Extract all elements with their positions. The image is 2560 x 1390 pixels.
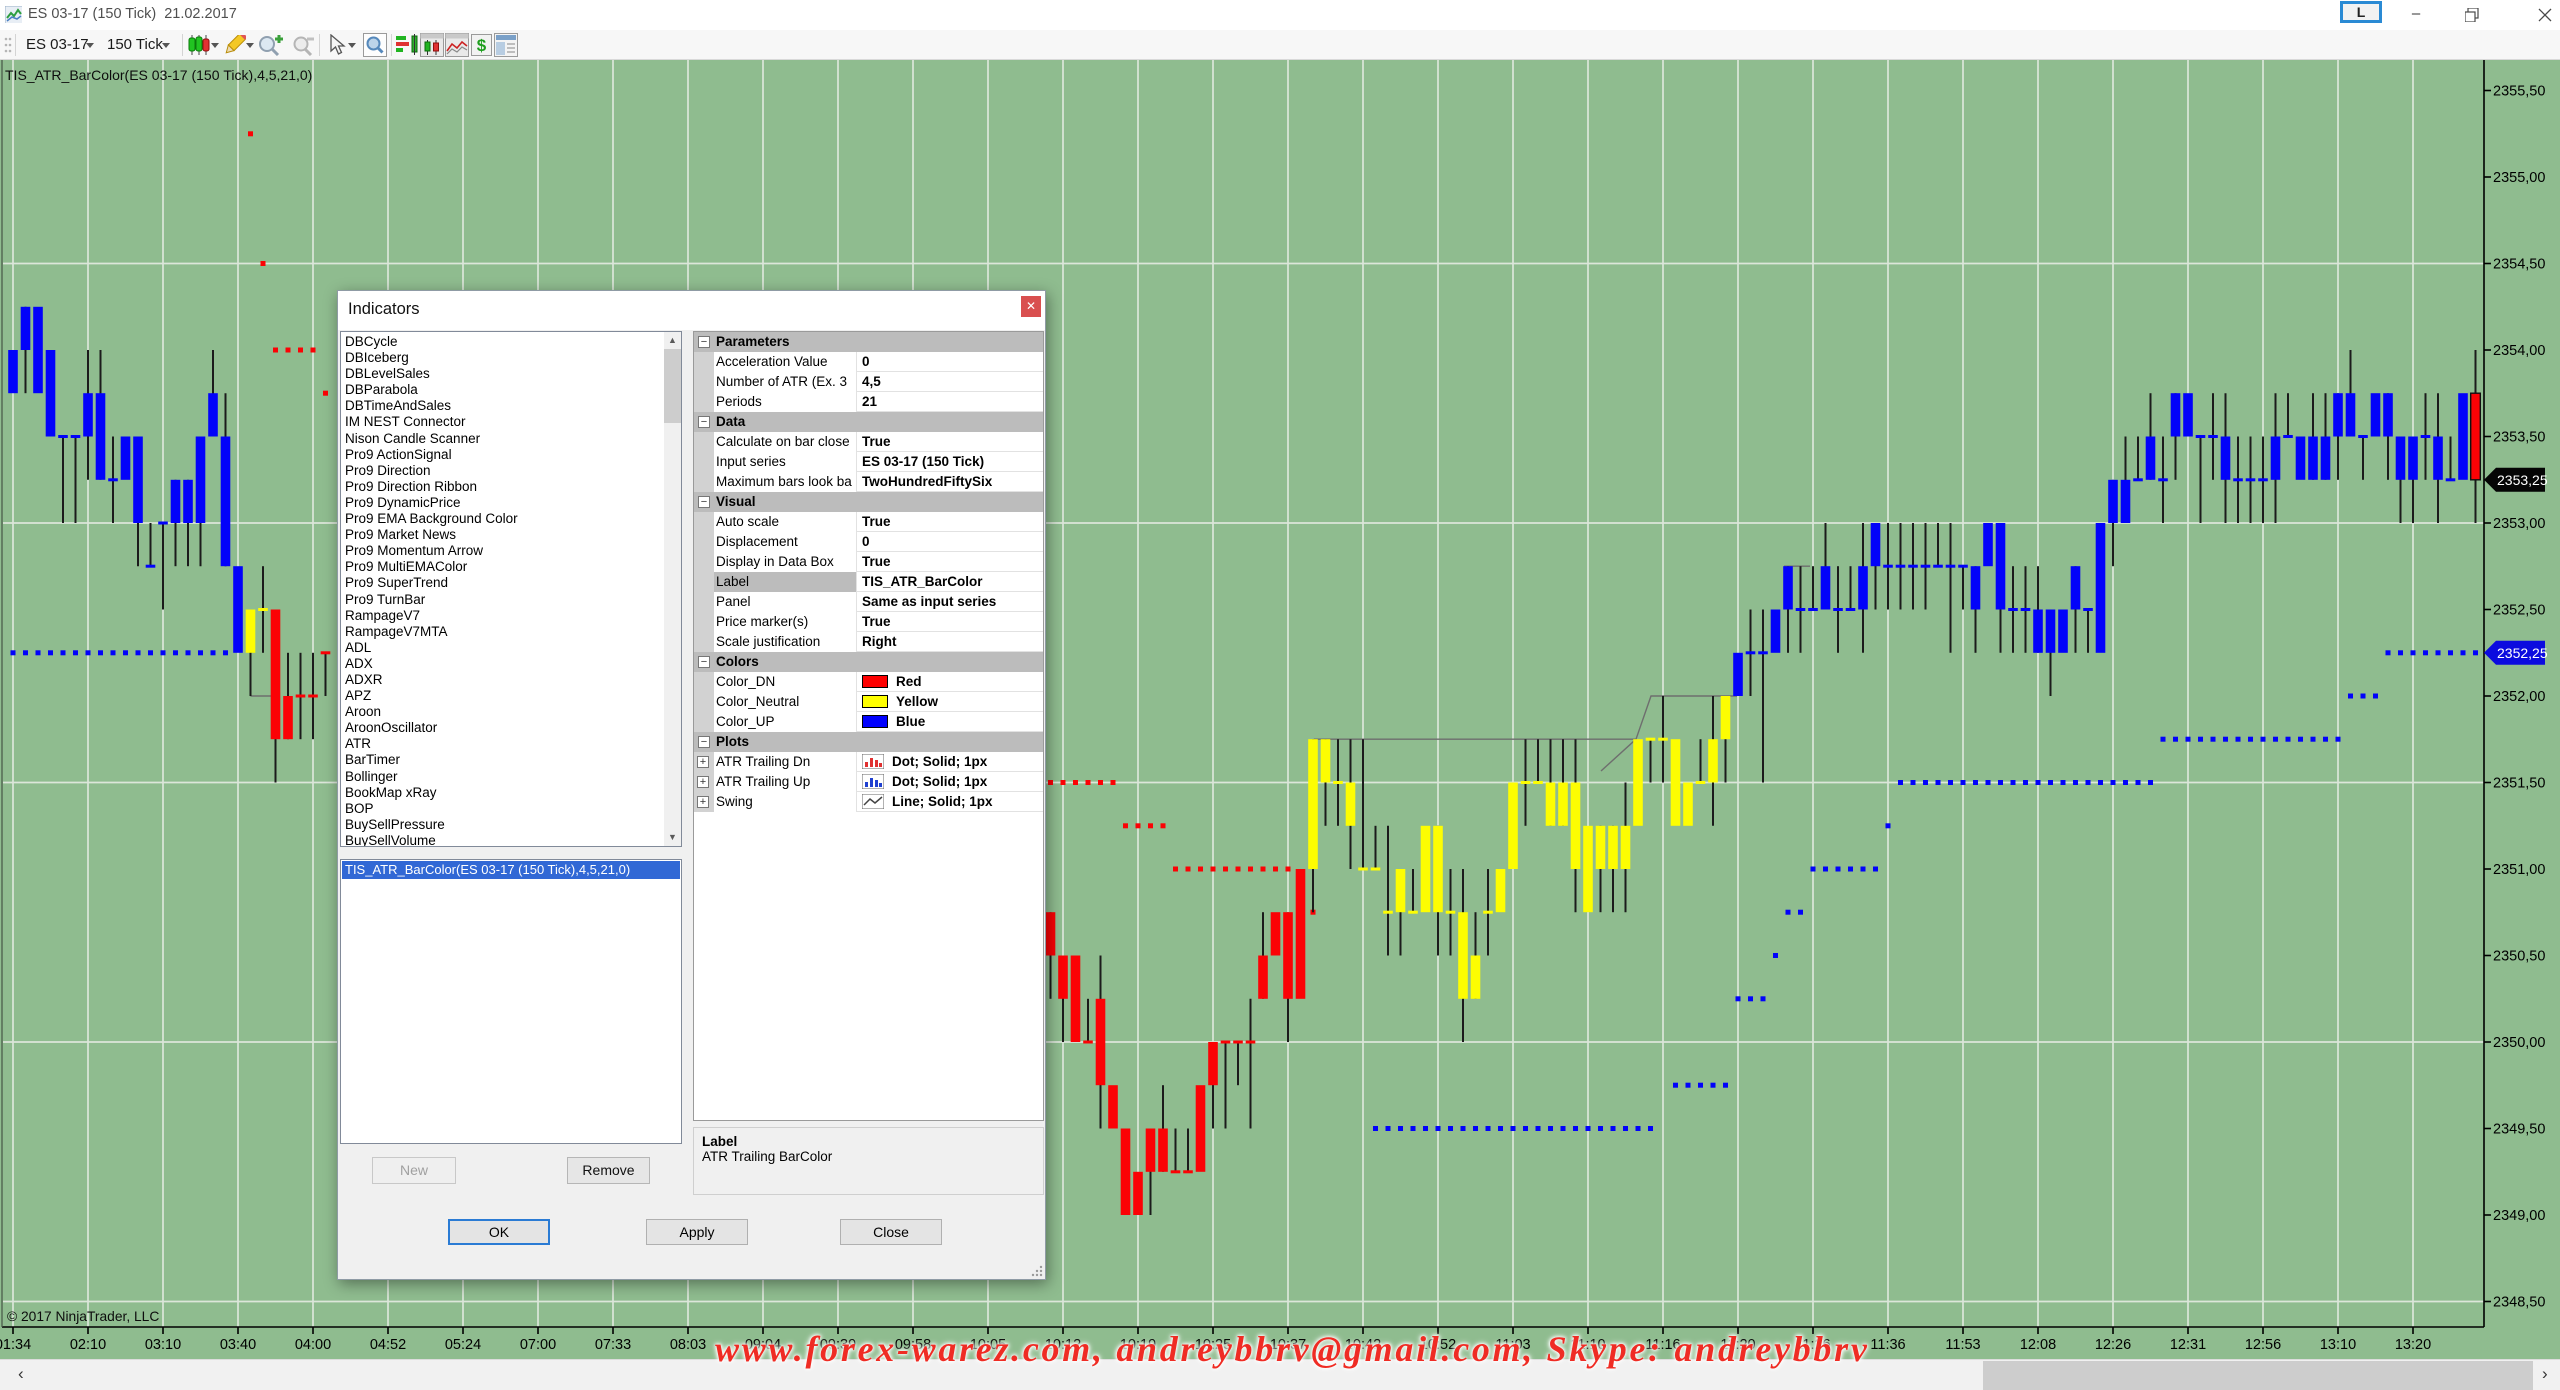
svg-text:02:10: 02:10	[70, 1337, 106, 1353]
svg-text:05:24: 05:24	[445, 1337, 481, 1353]
svg-text:10:12: 10:12	[1045, 1337, 1081, 1353]
svg-text:10:52: 10:52	[1420, 1337, 1456, 1353]
svg-text:2353,50: 2353,50	[2493, 430, 2545, 446]
svg-text:© 2017 NinjaTrader, LLC: © 2017 NinjaTrader, LLC	[7, 1309, 159, 1324]
svg-text:03:10: 03:10	[145, 1337, 181, 1353]
svg-text:2349,50: 2349,50	[2493, 1122, 2545, 1138]
svg-text:2352,50: 2352,50	[2493, 603, 2545, 619]
svg-text:2352,00: 2352,00	[2493, 689, 2545, 705]
svg-text:TIS_ATR_BarColor(ES 03-17 (150: TIS_ATR_BarColor(ES 03-17 (150 Tick),4,5…	[5, 67, 312, 83]
svg-text:10:19: 10:19	[1120, 1337, 1156, 1353]
svg-text:07:33: 07:33	[595, 1337, 631, 1353]
svg-text:11:53: 11:53	[1945, 1337, 1980, 1353]
svg-text:2355,50: 2355,50	[2493, 84, 2545, 100]
svg-text:01:34: 01:34	[0, 1337, 31, 1353]
svg-text:11:10: 11:10	[1570, 1337, 1605, 1353]
svg-text:2349,00: 2349,00	[2493, 1208, 2545, 1224]
svg-text:2355,00: 2355,00	[2493, 170, 2545, 186]
svg-text:10:37: 10:37	[1270, 1337, 1306, 1353]
svg-text:10:25: 10:25	[1195, 1337, 1231, 1353]
svg-text:12:31: 12:31	[2170, 1337, 2206, 1353]
svg-text:10:42: 10:42	[1345, 1337, 1381, 1353]
svg-text:12:56: 12:56	[2245, 1337, 2281, 1353]
svg-text:11:36: 11:36	[1870, 1337, 1905, 1353]
svg-text:$: $	[477, 36, 487, 55]
svg-text:2348,50: 2348,50	[2493, 1295, 2545, 1311]
svg-text:04:52: 04:52	[370, 1337, 406, 1353]
svg-text:09:58: 09:58	[895, 1337, 931, 1353]
svg-text:03:40: 03:40	[220, 1337, 256, 1353]
svg-text:2354,50: 2354,50	[2493, 257, 2545, 273]
svg-text:11:20: 11:20	[1720, 1337, 1755, 1353]
svg-text:10:05: 10:05	[970, 1337, 1006, 1353]
svg-text:04:00: 04:00	[295, 1337, 331, 1353]
svg-text:07:00: 07:00	[520, 1337, 556, 1353]
svg-text:11:03: 11:03	[1495, 1337, 1530, 1353]
svg-text:09:04: 09:04	[745, 1337, 781, 1353]
svg-text:2352,25: 2352,25	[2497, 645, 2548, 661]
svg-text:2354,00: 2354,00	[2493, 343, 2545, 359]
svg-text:2353,00: 2353,00	[2493, 516, 2545, 532]
svg-text:11:26: 11:26	[1795, 1337, 1830, 1353]
svg-text:13:20: 13:20	[2395, 1337, 2431, 1353]
svg-text:2353,25: 2353,25	[2497, 472, 2548, 488]
svg-text:13:10: 13:10	[2320, 1337, 2356, 1353]
svg-text:2351,50: 2351,50	[2493, 776, 2545, 792]
svg-text:12:08: 12:08	[2020, 1337, 2056, 1353]
svg-text:2350,00: 2350,00	[2493, 1035, 2545, 1051]
svg-text:12:26: 12:26	[2095, 1337, 2131, 1353]
svg-text:2350,50: 2350,50	[2493, 949, 2545, 965]
svg-text:11:16: 11:16	[1645, 1337, 1680, 1353]
svg-text:09:39: 09:39	[820, 1337, 856, 1353]
svg-text:08:03: 08:03	[670, 1337, 706, 1353]
svg-text:2351,00: 2351,00	[2493, 862, 2545, 878]
